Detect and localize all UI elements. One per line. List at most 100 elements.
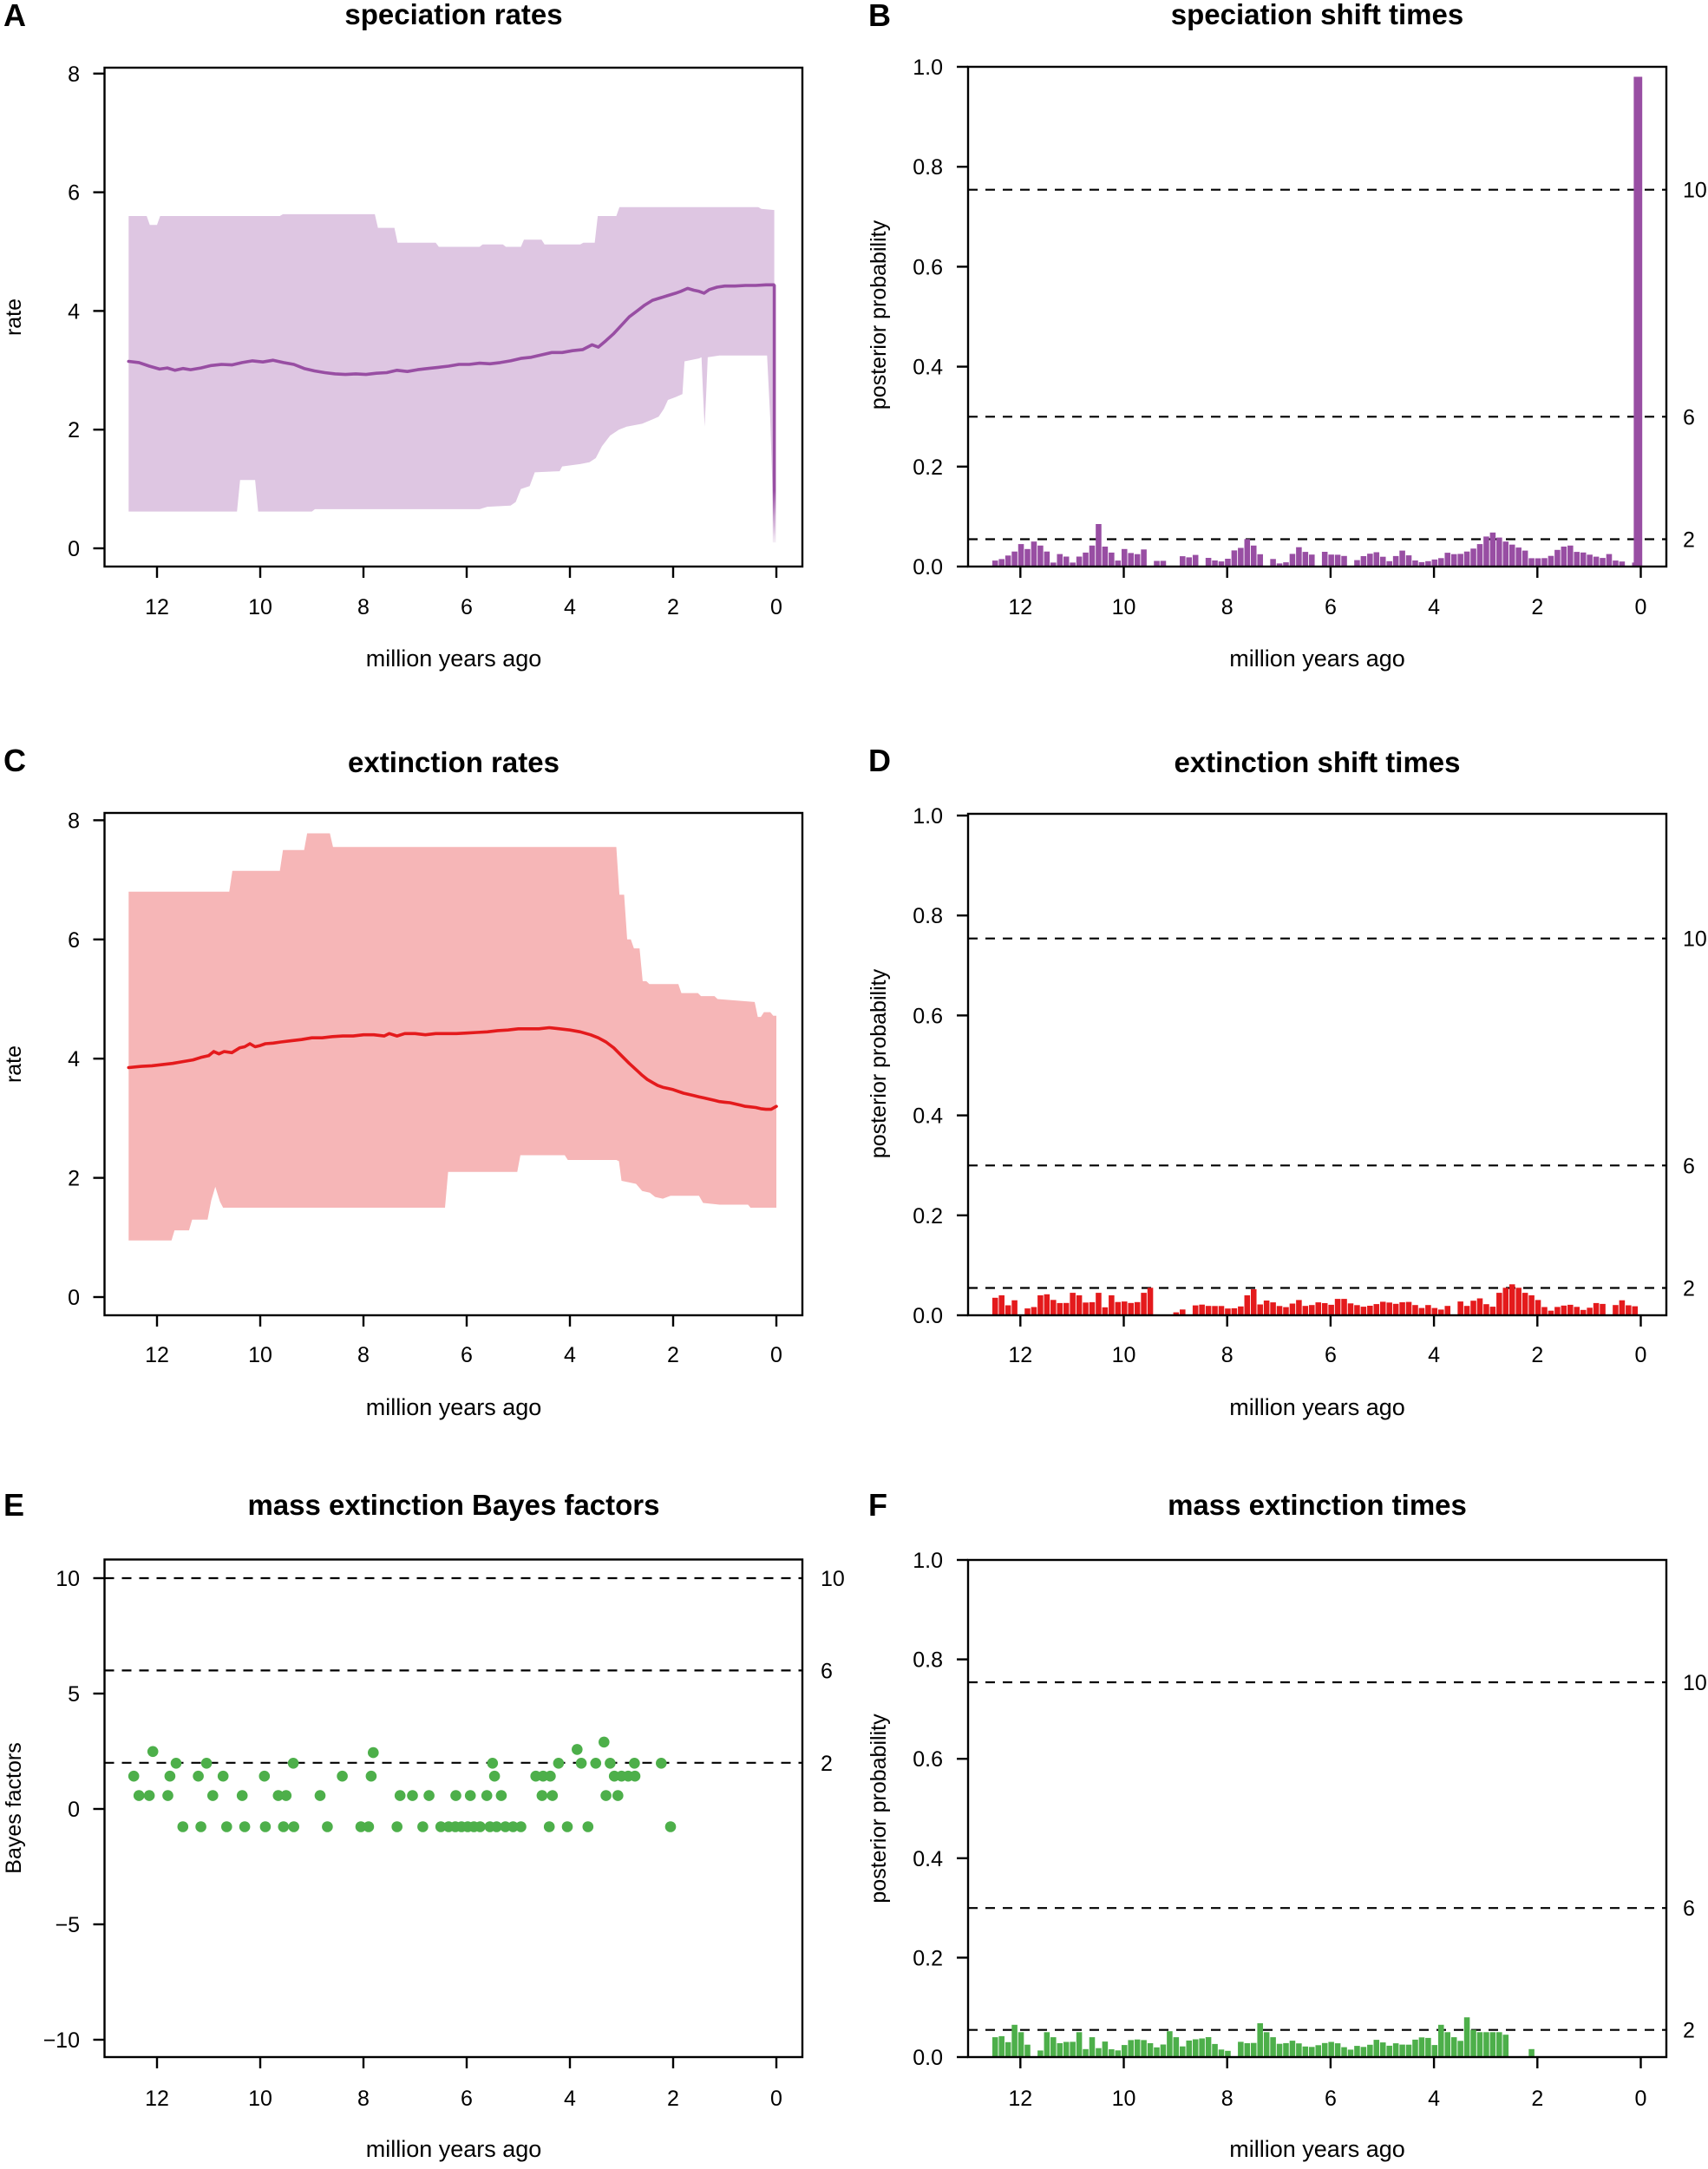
svg-text:F: F: [868, 1487, 887, 1523]
svg-text:extinction rates: extinction rates: [348, 746, 560, 778]
svg-text:0.4: 0.4: [913, 356, 943, 380]
svg-text:2: 2: [667, 595, 679, 619]
svg-text:B: B: [868, 0, 891, 33]
svg-text:0.2: 0.2: [913, 1204, 943, 1229]
svg-text:mass extinction Bayes factors: mass extinction Bayes factors: [247, 1489, 659, 1521]
svg-text:million years ago: million years ago: [1229, 1394, 1405, 1420]
svg-text:8: 8: [357, 595, 370, 619]
svg-text:6: 6: [461, 1343, 473, 1367]
svg-text:12: 12: [145, 1343, 169, 1367]
svg-text:0: 0: [1635, 1343, 1647, 1367]
svg-text:6: 6: [1325, 1343, 1337, 1367]
svg-text:10: 10: [1683, 927, 1707, 952]
svg-text:8: 8: [1221, 1343, 1234, 1367]
svg-text:posterior probability: posterior probability: [867, 968, 891, 1158]
svg-text:10: 10: [248, 2087, 272, 2111]
svg-text:4: 4: [1428, 2087, 1440, 2111]
svg-text:6: 6: [1683, 1897, 1695, 1921]
svg-text:6: 6: [1683, 1154, 1695, 1178]
svg-text:0: 0: [770, 1343, 782, 1367]
svg-text:rate: rate: [2, 298, 26, 336]
svg-text:8: 8: [68, 809, 80, 833]
svg-text:million years ago: million years ago: [366, 1394, 542, 1420]
svg-text:0.4: 0.4: [913, 1847, 943, 1871]
svg-text:12: 12: [1008, 595, 1032, 619]
svg-text:2: 2: [1683, 528, 1695, 553]
svg-text:6: 6: [821, 1659, 833, 1683]
svg-text:2: 2: [1531, 595, 1543, 619]
svg-text:8: 8: [357, 2087, 370, 2111]
svg-text:posterior probability: posterior probability: [867, 220, 891, 410]
svg-text:10: 10: [248, 1343, 272, 1367]
svg-text:12: 12: [1008, 2087, 1032, 2111]
svg-text:million years ago: million years ago: [1229, 645, 1405, 672]
svg-text:10: 10: [1683, 1671, 1707, 1695]
svg-text:speciation rates: speciation rates: [344, 0, 562, 30]
svg-text:5: 5: [68, 1682, 80, 1707]
svg-text:Bayes factors: Bayes factors: [2, 1742, 26, 1873]
svg-text:0.0: 0.0: [913, 2046, 943, 2070]
svg-text:6: 6: [1683, 405, 1695, 429]
svg-text:4: 4: [68, 1047, 80, 1071]
svg-text:2: 2: [1531, 1343, 1543, 1367]
svg-text:0.8: 0.8: [913, 155, 943, 180]
svg-text:0: 0: [770, 595, 782, 619]
svg-text:0: 0: [68, 1798, 80, 1822]
svg-text:0: 0: [68, 1286, 80, 1310]
svg-text:extinction shift times: extinction shift times: [1174, 746, 1460, 778]
svg-text:6: 6: [1325, 2087, 1337, 2111]
svg-text:A: A: [3, 0, 26, 33]
svg-text:million years ago: million years ago: [1229, 2136, 1405, 2162]
svg-text:0.8: 0.8: [913, 1648, 943, 1673]
svg-text:−10: −10: [43, 2028, 80, 2053]
svg-text:4: 4: [68, 299, 80, 324]
svg-text:4: 4: [564, 1343, 576, 1367]
svg-text:0.2: 0.2: [913, 1946, 943, 1970]
svg-text:0: 0: [770, 2087, 782, 2111]
svg-text:1.0: 1.0: [913, 1549, 943, 1573]
svg-text:posterior probability: posterior probability: [867, 1714, 891, 1904]
svg-text:2: 2: [1683, 2019, 1695, 2043]
svg-text:2: 2: [1531, 2087, 1543, 2111]
svg-text:8: 8: [68, 62, 80, 87]
svg-text:E: E: [3, 1487, 24, 1523]
svg-text:2: 2: [68, 1167, 80, 1191]
svg-text:0: 0: [1635, 2087, 1647, 2111]
svg-text:8: 8: [1221, 595, 1234, 619]
svg-text:0.2: 0.2: [913, 455, 943, 480]
svg-text:10: 10: [1112, 595, 1136, 619]
svg-text:6: 6: [1325, 595, 1337, 619]
svg-text:mass extinction times: mass extinction times: [1168, 1489, 1467, 1521]
svg-text:0.0: 0.0: [913, 555, 943, 580]
svg-text:2: 2: [68, 418, 80, 442]
svg-text:8: 8: [1221, 2087, 1234, 2111]
svg-text:4: 4: [1428, 1343, 1440, 1367]
svg-text:D: D: [868, 743, 891, 778]
svg-text:10: 10: [1683, 179, 1707, 203]
svg-text:6: 6: [68, 928, 80, 953]
svg-text:0.8: 0.8: [913, 904, 943, 928]
svg-text:rate: rate: [2, 1045, 26, 1083]
svg-text:0.6: 0.6: [913, 1004, 943, 1028]
svg-text:4: 4: [564, 2087, 576, 2111]
svg-text:10: 10: [821, 1567, 845, 1591]
svg-text:0: 0: [1635, 595, 1647, 619]
svg-text:0.6: 0.6: [913, 1747, 943, 1772]
svg-text:8: 8: [357, 1343, 370, 1367]
svg-text:0.0: 0.0: [913, 1304, 943, 1328]
svg-text:12: 12: [1008, 1343, 1032, 1367]
svg-text:−5: −5: [55, 1913, 80, 1937]
svg-text:2: 2: [821, 1752, 833, 1776]
svg-text:speciation shift times: speciation shift times: [1171, 0, 1463, 30]
svg-text:10: 10: [248, 595, 272, 619]
svg-text:6: 6: [461, 595, 473, 619]
svg-text:12: 12: [145, 2087, 169, 2111]
svg-text:10: 10: [1112, 1343, 1136, 1367]
svg-text:million years ago: million years ago: [366, 2136, 542, 2162]
svg-text:2: 2: [667, 2087, 679, 2111]
svg-text:2: 2: [1683, 1277, 1695, 1301]
svg-text:12: 12: [145, 595, 169, 619]
svg-text:4: 4: [1428, 595, 1440, 619]
svg-text:6: 6: [461, 2087, 473, 2111]
svg-text:0.4: 0.4: [913, 1104, 943, 1129]
